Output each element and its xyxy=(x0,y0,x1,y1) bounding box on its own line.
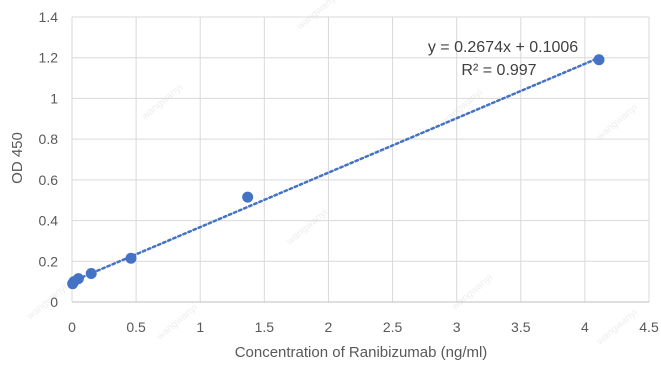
x-tick-label: 4 xyxy=(581,319,589,335)
x-tick-label: 2 xyxy=(325,319,333,335)
x-tick-label: 0 xyxy=(68,319,76,335)
trendline-equation: y = 0.2674x + 0.1006 xyxy=(428,39,578,56)
r-squared-label: R² = 0.997 xyxy=(461,62,536,79)
y-tick-label: 0 xyxy=(50,294,58,310)
watermark-text: wangwanyi xyxy=(594,102,640,143)
data-point xyxy=(125,252,137,264)
watermark-text: wangwanyi xyxy=(284,207,330,248)
tick-labels: 0 0.5 1 1.5 2 2.5 3 3.5 4 4.5 0 0.2 0.4 0.6 0.8 1 1.2 1.4 xyxy=(39,9,659,335)
data-points xyxy=(67,54,605,290)
watermark-text: wangwanyi xyxy=(139,82,185,123)
y-tick-label: 0.2 xyxy=(39,253,59,269)
watermark-text: wangwanyi xyxy=(449,272,495,313)
x-tick-label: 1.5 xyxy=(255,319,275,335)
y-tick-label: 1.2 xyxy=(39,50,59,66)
y-tick-label: 0.8 xyxy=(39,131,59,147)
trendline xyxy=(70,56,601,283)
x-tick-label: 1 xyxy=(196,319,204,335)
data-point xyxy=(72,273,84,285)
data-point xyxy=(85,268,97,279)
data-point xyxy=(242,191,254,203)
y-tick-label: 1 xyxy=(50,90,58,106)
trendline-layer xyxy=(70,56,601,283)
watermark-text: wangwanyi xyxy=(24,282,70,323)
watermark-text: wangwanyi xyxy=(594,307,640,348)
y-tick-label: 0.6 xyxy=(39,172,59,188)
x-tick-label: 3 xyxy=(453,319,461,335)
x-axis-title: Concentration of Ranibizumab (ng/ml) xyxy=(235,344,488,361)
data-point xyxy=(593,54,605,66)
watermark-text: wangwanyi xyxy=(154,302,200,343)
x-tick-label: 3.5 xyxy=(511,319,531,335)
y-tick-label: 1.4 xyxy=(39,9,59,25)
y-tick-label: 0.4 xyxy=(39,213,59,229)
x-tick-label: 4.5 xyxy=(639,319,659,335)
y-axis-title: OD 450 xyxy=(9,132,26,184)
watermark-text: wangwanyi xyxy=(294,0,340,33)
x-tick-label: 2.5 xyxy=(383,319,403,335)
x-tick-label: 0.5 xyxy=(126,319,146,335)
